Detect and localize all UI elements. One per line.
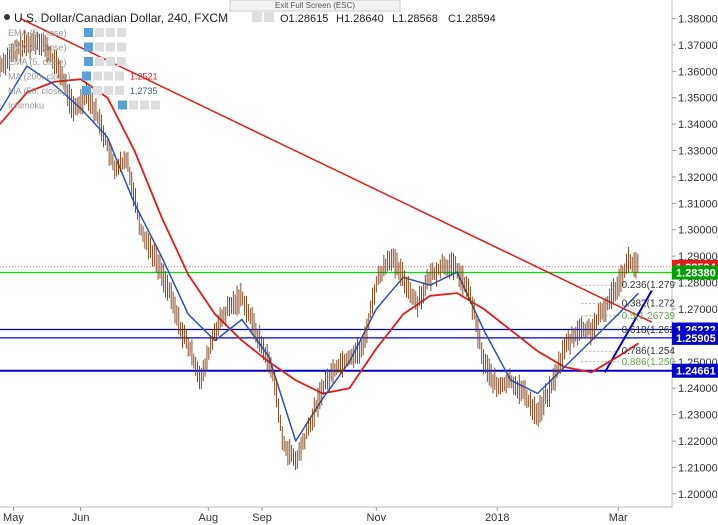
fib-level-label: 0.886(1.250 xyxy=(622,357,676,368)
price-badge xyxy=(672,265,718,280)
indicator-value: 1.2735 xyxy=(130,86,158,96)
y-tick-label: 1.20000 xyxy=(678,489,718,501)
hide-icon[interactable] xyxy=(104,71,113,81)
eye-icon[interactable] xyxy=(82,86,91,95)
settings-icon[interactable] xyxy=(252,12,262,22)
x-tick-label: Aug xyxy=(199,512,219,524)
eye-icon[interactable] xyxy=(118,100,127,110)
price-badge-label: 1.28380 xyxy=(676,268,716,280)
candles xyxy=(0,30,639,471)
indicator-legend[interactable]: EMA (5, close) EMA (5, close) EMA (5, clos… xyxy=(8,28,160,111)
eye-icon[interactable] xyxy=(84,42,93,52)
fib-level-label: 0.236(1.279 xyxy=(622,280,676,291)
symbol-dot-icon xyxy=(4,14,10,20)
hide-icon[interactable] xyxy=(106,57,115,66)
settings-icon[interactable] xyxy=(129,100,138,110)
close-icon[interactable] xyxy=(117,28,126,37)
y-tick-label: 1.31000 xyxy=(678,198,718,210)
price-badge xyxy=(672,330,718,345)
indicator-label[interactable]: Ichimoku xyxy=(8,101,44,111)
close-icon[interactable] xyxy=(117,57,126,66)
close-icon[interactable] xyxy=(151,100,160,110)
indicator-value: 1.2521 xyxy=(130,72,158,82)
x-tick-label: Nov xyxy=(367,512,387,524)
ohlc-low: L1.28568 xyxy=(392,13,438,25)
settings-icon[interactable] xyxy=(95,57,104,66)
price-axis[interactable]: 1.200001.210001.220001.230001.240001.250… xyxy=(672,13,718,501)
hide-icon[interactable] xyxy=(106,28,115,37)
fib-level-label: 0.5(1.26739 xyxy=(622,311,676,322)
indicator-label[interactable]: EMA (5, close) xyxy=(8,57,67,67)
eye-icon[interactable] xyxy=(264,12,274,22)
y-tick-label: 1.33000 xyxy=(678,146,718,158)
y-tick-label: 1.21000 xyxy=(678,462,718,474)
price-badge-label: 1.24661 xyxy=(676,366,716,378)
x-tick-label: Jun xyxy=(72,512,90,524)
y-tick-label: 1.38000 xyxy=(678,13,718,25)
x-tick-label: Mar xyxy=(609,512,628,524)
indicator-label[interactable]: EMA (5, close) xyxy=(8,28,67,38)
fib-level-label: 0.786(1.254 xyxy=(622,346,676,357)
chart-title: U.S. Dollar/Canadian Dollar, 240, FXCM xyxy=(14,11,228,25)
x-tick-label: Sep xyxy=(252,512,272,524)
y-tick-label: 1.37000 xyxy=(678,40,718,52)
ohlc-close: C1.28594 xyxy=(448,13,496,25)
y-tick-label: 1.22000 xyxy=(678,436,718,448)
fib-level-label: 0.618(1.262 xyxy=(622,325,676,336)
hide-icon[interactable] xyxy=(104,86,113,95)
y-tick-label: 1.30000 xyxy=(678,225,718,237)
hide-icon[interactable] xyxy=(106,42,115,52)
ohlc-open: O1.28615 xyxy=(280,13,328,25)
fib-level-label: 0.382(1.272 xyxy=(622,299,676,310)
x-tick-label: May xyxy=(3,512,24,524)
settings-icon[interactable] xyxy=(93,71,102,81)
horizontal-levels xyxy=(0,266,672,372)
y-tick-label: 1.27000 xyxy=(678,304,718,316)
close-icon[interactable] xyxy=(117,42,126,52)
y-tick-label: 1.36000 xyxy=(678,66,718,78)
y-tick-label: 1.32000 xyxy=(678,172,718,184)
y-tick-label: 1.28000 xyxy=(678,278,718,290)
settings-icon[interactable] xyxy=(95,28,104,37)
exit-fullscreen-label: Exit Full Screen (ESC) xyxy=(275,1,355,10)
uptrend-line[interactable] xyxy=(603,289,653,373)
y-tick-label: 1.34000 xyxy=(678,119,718,131)
time-axis[interactable]: May Jun Aug Sep Nov 2018 Mar xyxy=(3,507,628,524)
eye-icon[interactable] xyxy=(84,57,93,66)
indicator-label[interactable]: MA (50, close) xyxy=(8,86,66,96)
settings-icon[interactable] xyxy=(93,86,102,95)
y-tick-label: 1.24000 xyxy=(678,383,718,395)
indicator-label[interactable]: EMA (5, close) xyxy=(8,43,67,53)
price-badge xyxy=(672,363,718,378)
downtrend-line[interactable] xyxy=(19,17,653,323)
settings-icon[interactable] xyxy=(95,42,104,52)
x-tick-label: 2018 xyxy=(485,512,509,524)
hide-icon[interactable] xyxy=(140,100,149,110)
y-tick-label: 1.23000 xyxy=(678,410,718,422)
close-icon[interactable] xyxy=(115,71,124,81)
exit-fullscreen-button[interactable] xyxy=(229,0,401,12)
ohlc-high: H1.28640 xyxy=(336,13,384,25)
ema-line xyxy=(0,65,639,442)
eye-icon[interactable] xyxy=(84,28,93,37)
close-icon[interactable] xyxy=(115,86,124,95)
y-tick-label: 1.35000 xyxy=(678,93,718,105)
indicator-label[interactable]: MA (200, close) xyxy=(8,72,71,82)
ma200-line xyxy=(0,78,639,395)
eye-icon[interactable] xyxy=(82,71,91,81)
series-layer xyxy=(0,17,653,471)
price-badge-label: 1.25905 xyxy=(676,333,716,345)
